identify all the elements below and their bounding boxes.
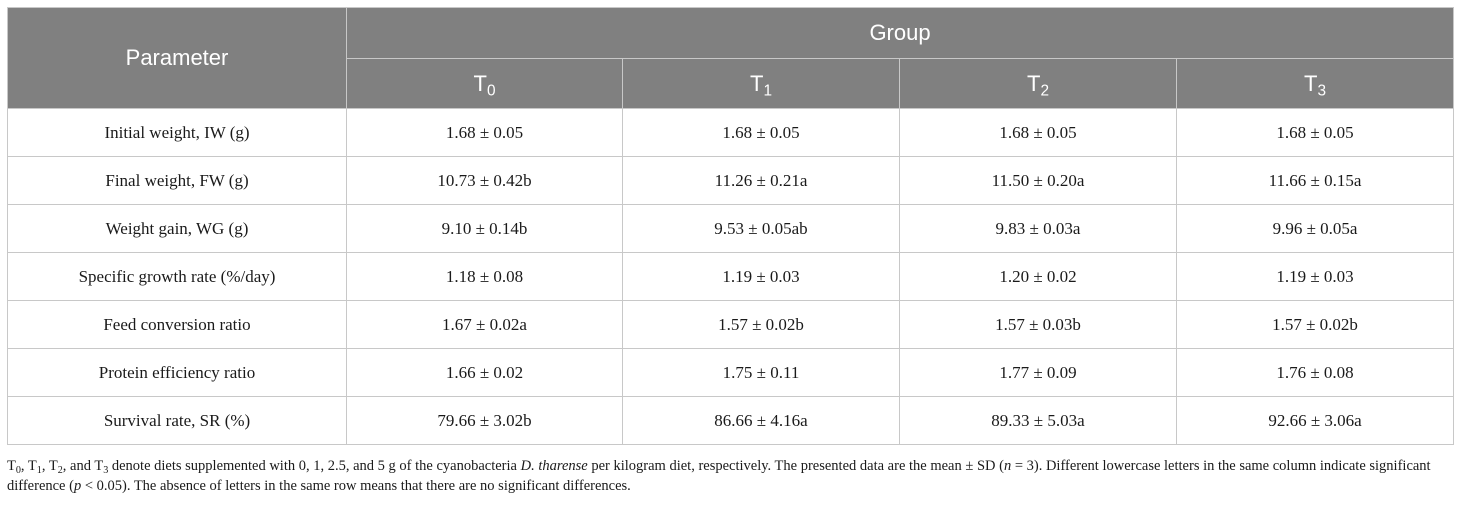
- results-table-container: Parameter Group T0 T1 T2 T3 Initial weig…: [7, 7, 1455, 445]
- table-cell: 1.75 ± 0.11: [622, 348, 900, 397]
- table-row: Protein efficiency ratio 1.66 ± 0.02 1.7…: [7, 348, 1455, 397]
- table-cell: 86.66 ± 4.16a: [622, 396, 900, 445]
- group-header: Group: [345, 7, 1455, 59]
- fn-t3-sub: 3: [103, 465, 109, 477]
- row-label: Initial weight, IW (g): [7, 108, 347, 157]
- group-t3-header: T3: [1175, 58, 1455, 109]
- table-cell: 1.20 ± 0.02: [899, 252, 1177, 301]
- table-row: Weight gain, WG (g) 9.10 ± 0.14b 9.53 ± …: [7, 204, 1455, 253]
- fn-sep2: ,: [41, 458, 49, 474]
- table-footnote: T0, T1, T2, and T3 denote diets suppleme…: [7, 456, 1453, 496]
- group-t1-header: T1: [622, 58, 900, 109]
- fn-t0-base: T: [7, 458, 16, 474]
- table-cell: 1.68 ± 0.05: [622, 108, 900, 157]
- table-cell: 11.66 ± 0.15a: [1175, 156, 1455, 205]
- fn-part2: per kilogram diet, respectively. The pre…: [587, 458, 1004, 474]
- group-t0-base: T: [473, 70, 487, 96]
- table-cell: 9.96 ± 0.05a: [1175, 204, 1455, 253]
- fn-n: n: [1003, 458, 1012, 474]
- fn-t1-sub: 1: [36, 465, 42, 477]
- fn-t2-sub: 2: [57, 465, 63, 477]
- group-t0-header: T0: [346, 58, 623, 109]
- table-row: Specific growth rate (%/day) 1.18 ± 0.08…: [7, 252, 1455, 301]
- fn-and: , and: [62, 458, 95, 474]
- fn-part3: = 3). Different lowercase letters in the…: [7, 458, 1431, 494]
- group-t2-header: T2: [899, 58, 1177, 109]
- table-cell: 1.77 ± 0.09: [899, 348, 1177, 397]
- group-t3-sub: 3: [1317, 82, 1327, 100]
- row-label: Feed conversion ratio: [7, 300, 347, 349]
- table-cell: 9.53 ± 0.05ab: [622, 204, 900, 253]
- group-t3-base: T: [1304, 70, 1318, 96]
- fn-t0-sub: 0: [15, 465, 21, 477]
- group-t0-sub: 0: [486, 82, 496, 100]
- row-label: Specific growth rate (%/day): [7, 252, 347, 301]
- table-row: Initial weight, IW (g) 1.68 ± 0.05 1.68 …: [7, 108, 1455, 157]
- table-cell: 1.18 ± 0.08: [346, 252, 623, 301]
- table-cell: 1.68 ± 0.05: [899, 108, 1177, 157]
- fn-sep1: ,: [20, 458, 28, 474]
- table-cell: 9.10 ± 0.14b: [346, 204, 623, 253]
- group-t2-base: T: [1026, 70, 1041, 96]
- fn-species: D. tharense: [520, 458, 588, 474]
- table-cell: 1.57 ± 0.03b: [899, 300, 1177, 349]
- table-cell: 1.57 ± 0.02b: [1175, 300, 1455, 349]
- table-row: Feed conversion ratio 1.67 ± 0.02a 1.57 …: [7, 300, 1455, 349]
- group-t2-sub: 2: [1040, 82, 1049, 100]
- table-row: Survival rate, SR (%) 79.66 ± 3.02b 86.6…: [7, 396, 1455, 445]
- fn-t2-base: T: [48, 458, 58, 474]
- table-cell: 11.26 ± 0.21a: [622, 156, 900, 205]
- group-t1-sub: 1: [763, 82, 772, 100]
- row-label: Weight gain, WG (g): [7, 204, 347, 253]
- fn-part1: denote diets supplemented with 0, 1, 2.5…: [108, 458, 521, 474]
- results-table: Parameter Group T0 T1 T2 T3 Initial weig…: [7, 7, 1455, 445]
- table-cell: 10.73 ± 0.42b: [346, 156, 623, 205]
- row-label: Survival rate, SR (%): [7, 396, 347, 445]
- fn-part4: < 0.05). The absence of letters in the s…: [81, 478, 631, 494]
- table-cell: 1.66 ± 0.02: [346, 348, 623, 397]
- row-label: Protein efficiency ratio: [7, 348, 347, 397]
- table-row: Final weight, FW (g) 10.73 ± 0.42b 11.26…: [7, 156, 1455, 205]
- table-cell: 9.83 ± 0.03a: [899, 204, 1177, 253]
- table-cell: 11.50 ± 0.20a: [899, 156, 1177, 205]
- table-cell: 89.33 ± 5.03a: [899, 396, 1177, 445]
- table-cell: 1.68 ± 0.05: [346, 108, 623, 157]
- table-cell: 1.76 ± 0.08: [1175, 348, 1455, 397]
- fn-t3-base: T: [94, 458, 104, 474]
- table-cell: 92.66 ± 3.06a: [1175, 396, 1455, 445]
- row-label: Final weight, FW (g): [7, 156, 347, 205]
- fn-p: p: [73, 478, 82, 494]
- table-cell: 1.19 ± 0.03: [1175, 252, 1455, 301]
- parameter-header: Parameter: [7, 7, 347, 109]
- fn-t1-base: T: [27, 458, 37, 474]
- table-cell: 79.66 ± 3.02b: [346, 396, 623, 445]
- table-cell: 1.19 ± 0.03: [622, 252, 900, 301]
- table-cell: 1.57 ± 0.02b: [622, 300, 900, 349]
- table-cell: 1.68 ± 0.05: [1175, 108, 1455, 157]
- table-cell: 1.67 ± 0.02a: [346, 300, 623, 349]
- group-t1-base: T: [749, 70, 764, 96]
